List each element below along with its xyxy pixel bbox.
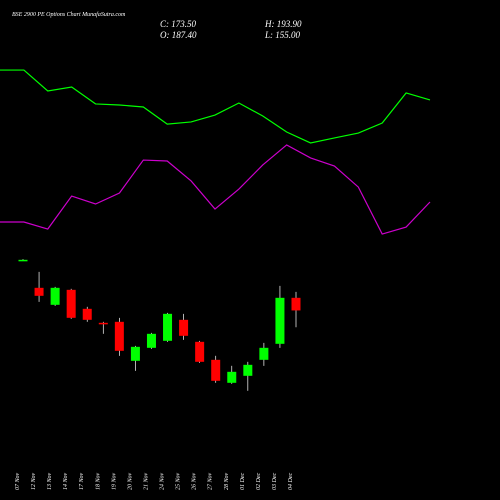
x-tick-label: 07 Nov	[15, 472, 21, 490]
x-tick-label: 02 Dec	[256, 473, 262, 490]
low-label: L: 155.00	[264, 30, 301, 40]
x-tick-label: 27 Nov	[208, 472, 214, 490]
x-tick-label: 24 Nov	[159, 472, 166, 490]
candle-body	[18, 259, 28, 262]
candle-body	[114, 321, 124, 351]
indicator-line	[0, 144, 431, 235]
x-tick-label: 20 Nov	[127, 472, 133, 490]
x-tick-label: 03 Dec	[272, 473, 278, 490]
candle-body	[227, 371, 237, 383]
candle-body	[50, 287, 60, 305]
candle-body	[211, 359, 221, 381]
x-tick-label: 17 Nov	[79, 472, 85, 490]
x-tick-label: 28 Nov	[224, 472, 230, 490]
x-tick-label: 13 Nov	[47, 472, 53, 490]
x-tick-label: 18 Nov	[95, 472, 101, 490]
candle-body	[34, 287, 44, 296]
candle-body	[146, 333, 156, 348]
x-tick-label: 21 Nov	[143, 472, 149, 490]
x-tick-label: 19 Nov	[111, 472, 117, 490]
x-tick-label: 12 Nov	[31, 472, 37, 490]
candle-body	[275, 297, 285, 344]
close-label: C: 173.50	[160, 19, 197, 29]
indicator-line	[0, 69, 431, 144]
candle-body	[130, 346, 140, 361]
candle-body	[243, 364, 253, 376]
candle-body	[82, 308, 92, 320]
x-tick-label: 14 Nov	[62, 472, 69, 490]
x-tick-label: 25 Nov	[176, 472, 182, 490]
x-tick-label: 26 Nov	[192, 472, 198, 490]
candle-body	[259, 347, 269, 360]
candle-body	[195, 341, 205, 362]
open-label: O: 187.40	[160, 30, 197, 40]
candle-body	[163, 313, 173, 341]
x-tick-label: 01 Dec	[240, 473, 246, 490]
high-label: H: 193.90	[264, 19, 302, 29]
candle-body	[291, 297, 301, 311]
chart-title: BSE 2900 PE Options Chart MunafaSutra.co…	[12, 11, 126, 18]
x-tick-label: 04 Dec	[287, 473, 294, 490]
candle-body	[98, 322, 108, 325]
candle-body	[66, 289, 76, 318]
candle-body	[179, 319, 189, 336]
